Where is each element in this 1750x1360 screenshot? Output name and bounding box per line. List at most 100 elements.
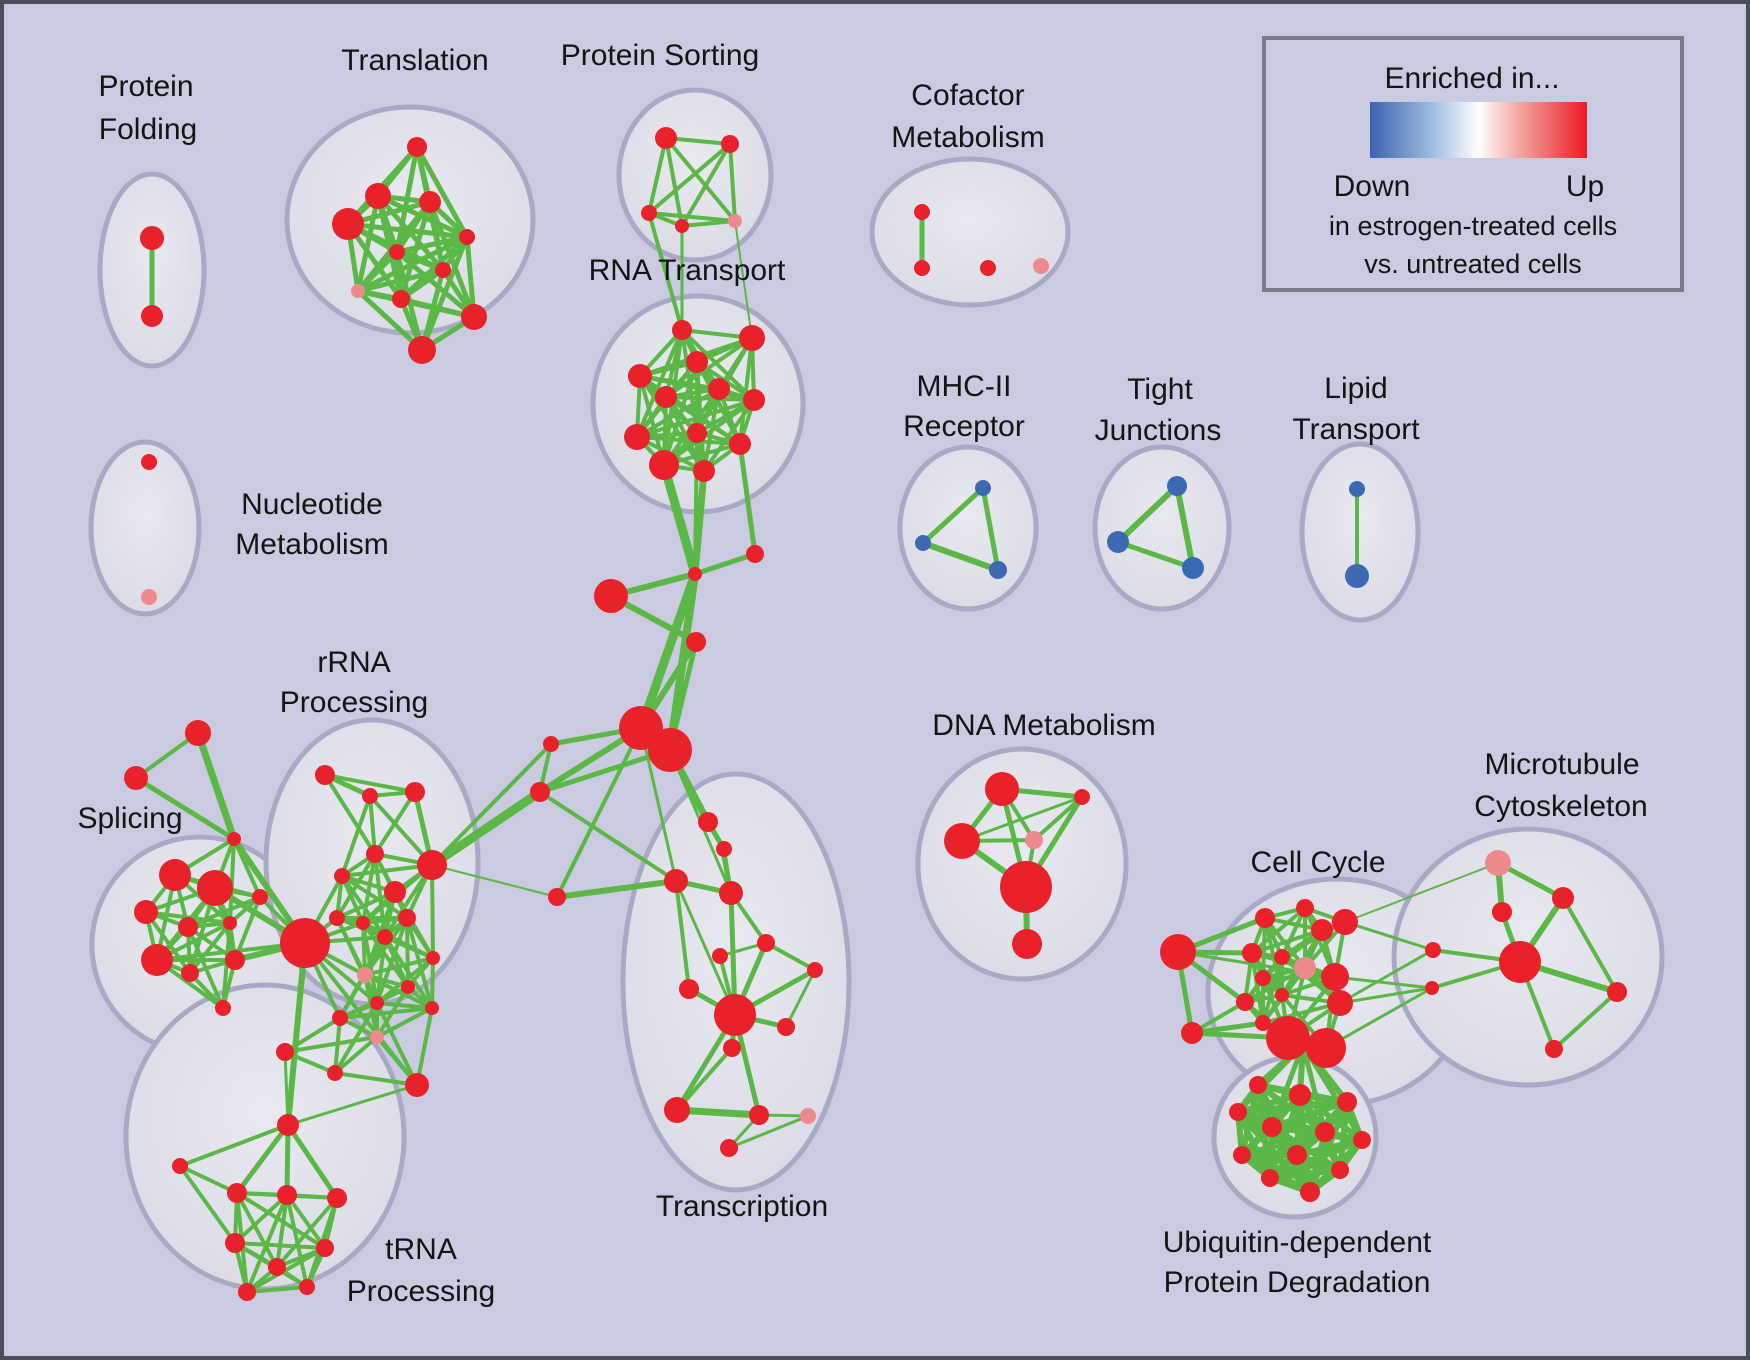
- rrna-processing-node: [377, 929, 393, 945]
- connector-edge: [1333, 975, 1434, 990]
- connector-edge: [285, 940, 308, 1128]
- rrna-processing-edge: [340, 874, 409, 920]
- rrna-processing-node: [426, 951, 440, 965]
- rrna-processing-edge: [340, 863, 434, 878]
- rna-transport-node: [649, 450, 679, 480]
- protein-sorting-edge: [664, 136, 684, 228]
- rrna-processing-edge: [363, 956, 435, 977]
- transcription-node: [679, 979, 699, 999]
- lipid-transport-node: [1345, 564, 1369, 588]
- cell-cycle-node: [1296, 899, 1314, 917]
- legend-down-label: Down: [1334, 170, 1411, 203]
- rrna-processing-edge: [375, 1006, 434, 1039]
- rrna-processing-edge: [333, 1035, 379, 1075]
- trna-processing-node: [238, 1283, 256, 1301]
- transcription-label: Transcription: [656, 1190, 828, 1223]
- rrna-processing-edge: [368, 794, 377, 856]
- cell-cycle-edge: [1280, 906, 1307, 959]
- nucleotide-metabolism-label: Nucleotide: [241, 488, 383, 521]
- ubiquitin-dependent-protein-degradation-node: [1315, 1122, 1335, 1142]
- trna-processing-label: Processing: [347, 1275, 495, 1308]
- microtubule-cytoskeleton-node: [1499, 941, 1541, 983]
- rrna-processing-edge: [368, 794, 434, 867]
- rrna-processing-edge: [375, 1001, 419, 1087]
- dna-metabolism-node: [1074, 789, 1090, 805]
- nucleotide-metabolism-node: [141, 589, 157, 605]
- rna-transport-node: [708, 378, 730, 400]
- rna-transport-edge: [635, 398, 756, 439]
- translation-node: [461, 304, 487, 330]
- trna-processing-edge: [285, 1193, 327, 1250]
- lipid-transport-ellipse: [1299, 441, 1421, 623]
- trna-processing-edge: [178, 1123, 290, 1168]
- rrna-processing-node: [356, 916, 370, 930]
- microtubule-cytoskeleton-node: [1545, 1040, 1563, 1058]
- network-spine-edge: [555, 726, 643, 899]
- rna-transport-node: [693, 460, 715, 482]
- legend-box: [1262, 36, 1684, 292]
- legend-subtitle-line1: in estrogen-treated cells: [1329, 211, 1617, 241]
- rrna-processing-node: [370, 1030, 384, 1044]
- cofactor-metabolism-node: [980, 260, 996, 276]
- ubiquitin-dependent-protein-degradation-edge: [1267, 1167, 1343, 1181]
- cell-cycle-node: [1242, 943, 1262, 963]
- trna-processing-edge: [178, 1164, 239, 1195]
- translation-edge: [394, 249, 446, 273]
- trna-processing-node: [299, 1279, 315, 1295]
- translation-edge: [345, 221, 470, 240]
- transcription-edge: [727, 1114, 810, 1150]
- tight-junctions-node: [1167, 476, 1187, 496]
- nucleotide-metabolism-label: Metabolism: [235, 528, 388, 561]
- cell-cycle-node: [1255, 970, 1271, 986]
- transcription-node: [807, 962, 823, 978]
- translation-edge: [464, 234, 477, 320]
- trna-processing-edge: [235, 1191, 327, 1250]
- cell-cycle-node: [1327, 990, 1353, 1016]
- network-spine-node: [686, 632, 706, 652]
- cofactor-metabolism-label: Cofactor: [911, 79, 1024, 112]
- dna-metabolism-edge: [960, 795, 1084, 843]
- cell-cycle-node: [1255, 1015, 1271, 1031]
- translation-node: [407, 137, 427, 157]
- protein-sorting-node: [641, 205, 657, 221]
- protein-folding-label: Folding: [99, 113, 197, 146]
- cofactor-metabolism-node: [1033, 258, 1049, 274]
- legend-gradient-bar: [1370, 102, 1587, 158]
- labels-layer: Protein Folding Translation Protein Sorting…: [77, 39, 1647, 1308]
- cofactor-metabolism-node: [914, 204, 930, 220]
- transcription-edge: [784, 968, 817, 1029]
- ubiquitin-dependent-protein-degradation-node: [1300, 1182, 1320, 1202]
- mhc-ii-receptor-node: [989, 561, 1007, 579]
- rna-transport-node: [655, 386, 677, 408]
- connector-edge: [639, 726, 678, 883]
- cofactor-metabolism-ellipse: [869, 156, 1071, 308]
- connector-edge: [659, 460, 700, 579]
- rrna-processing-edge: [430, 863, 435, 960]
- nucleotide-metabolism-node: [141, 454, 157, 470]
- connector-edge: [1343, 920, 1435, 952]
- cell-cycle-edge: [1250, 928, 1324, 955]
- transcription-edge: [673, 1106, 763, 1119]
- translation-edge: [355, 288, 425, 353]
- rrna-processing-edge: [430, 956, 435, 1010]
- cell-cycle-node: [1306, 1028, 1346, 1068]
- rna-transport-edge: [664, 395, 756, 402]
- ubiquitin-dependent-protein-degradation-label: Protein Degradation: [1164, 1266, 1431, 1299]
- translation-node: [408, 336, 436, 364]
- transcription-node: [749, 1105, 769, 1125]
- rrna-processing-node: [315, 765, 335, 785]
- cofactor-metabolism-label: Metabolism: [891, 121, 1044, 154]
- ubiquitin-dependent-protein-degradation-node: [1262, 1117, 1282, 1137]
- rna-transport-edge: [702, 398, 756, 473]
- transcription-node: [712, 948, 728, 964]
- mhc-ii-receptor-node: [975, 480, 991, 496]
- rrna-processing-node: [327, 1065, 343, 1081]
- mhc-ii-receptor-node: [915, 535, 931, 551]
- rna-transport-node: [672, 320, 692, 340]
- splicing-node: [252, 889, 268, 905]
- transcription-node: [777, 1018, 795, 1036]
- cell-cycle-node: [1311, 919, 1333, 941]
- rrna-processing-edge: [373, 790, 417, 856]
- ubiquitin-dependent-protein-degradation-node: [1353, 1131, 1371, 1149]
